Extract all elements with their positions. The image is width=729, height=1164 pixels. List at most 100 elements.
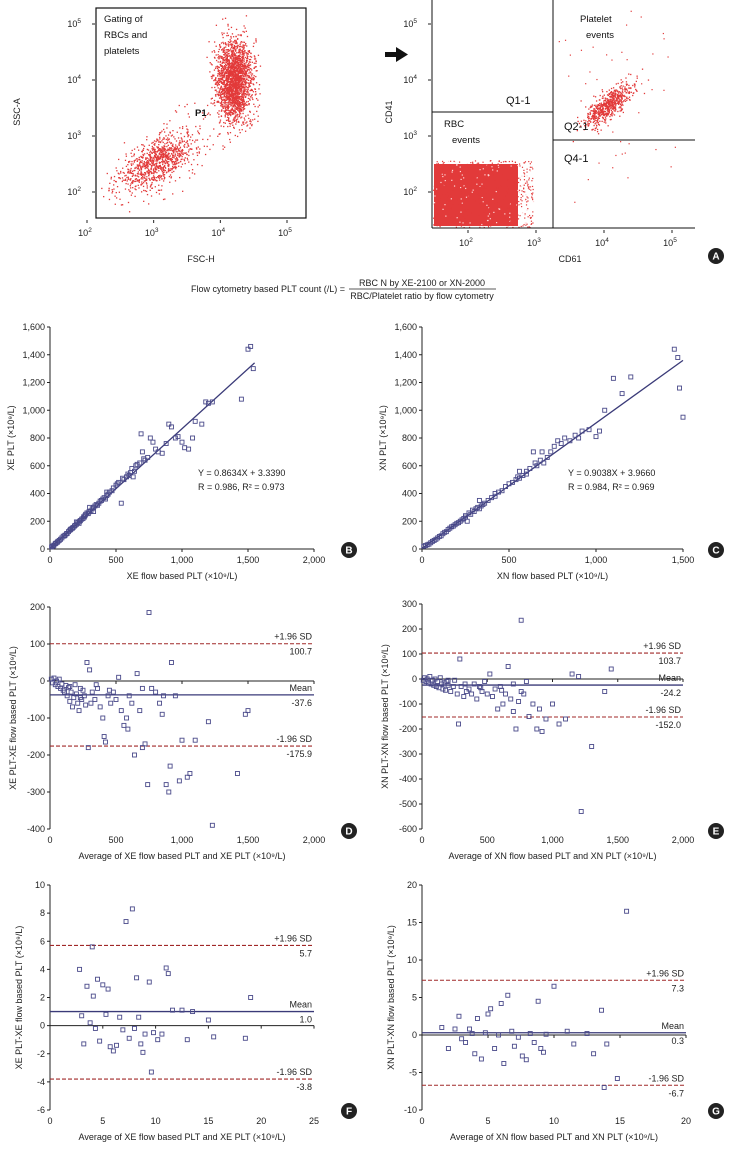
a2-platelet-dot: [614, 110, 616, 112]
a2-rbc-dot: [532, 197, 534, 199]
a1-event-dot: [239, 61, 241, 64]
d-xtick-label: 2,000: [303, 835, 326, 845]
a1-event-dot: [240, 34, 242, 36]
a1-event-dot: [230, 92, 233, 94]
a2-platelet-dot: [595, 106, 598, 108]
a1-event-dot: [235, 97, 237, 99]
a1-event-dot: [218, 94, 220, 97]
a1-event-dot: [243, 81, 246, 83]
a2-rbc-dot: [443, 184, 446, 186]
a2-rbc-dot: [518, 191, 520, 193]
a1-event-dot: [181, 153, 184, 155]
a2-rbc-dot: [519, 185, 521, 187]
a1-event-dot: [149, 178, 151, 180]
d-data-point: [51, 675, 57, 681]
a1-event-dot: [133, 169, 135, 172]
a1-event-dot: [156, 165, 158, 167]
a1-event-dot: [191, 169, 194, 171]
b-data-point: [163, 441, 169, 446]
a2-rbc-dot: [467, 182, 469, 184]
a1-event-dot: [239, 77, 241, 80]
a2-rbc-dot: [474, 182, 476, 184]
a2-rbc-dot: [466, 218, 468, 220]
a1-event-dot: [221, 74, 223, 76]
a2-rbc-dot: [478, 183, 480, 185]
a1-event-dot: [234, 71, 236, 74]
a1-event-dot: [225, 93, 227, 96]
a2-rbc-dot: [440, 177, 442, 179]
a1-event-dot: [225, 76, 227, 79]
a2-platelet-dot: [614, 89, 616, 92]
a1-event-dot: [128, 211, 131, 213]
a2-platelet-dot: [626, 84, 628, 86]
a1-event-dot: [231, 43, 233, 45]
a1-event-dot: [229, 49, 231, 51]
b-data-point: [145, 454, 151, 460]
a2-rbc-dot: [451, 171, 453, 173]
a1-event-dot: [229, 96, 231, 98]
a1-event-dot: [241, 67, 243, 70]
a1-event-dot: [168, 169, 170, 171]
a1-event-dot: [222, 48, 224, 50]
a1-event-dot: [225, 119, 228, 122]
a1-event-dot: [249, 71, 251, 73]
a2-rbc-dot: [528, 188, 530, 190]
a1-event-dot: [225, 54, 227, 56]
a1-event-dot: [225, 58, 227, 60]
a2-rbc-dot: [500, 219, 502, 221]
a1-event-dot: [136, 173, 139, 175]
a2-platelet-dot: [598, 104, 600, 107]
a1-event-dot: [164, 198, 166, 200]
a1-event-dot: [226, 56, 229, 59]
a1-event-dot: [194, 102, 196, 104]
a1-event-dot: [229, 138, 231, 141]
a2-platelet-dot: [620, 106, 622, 109]
a1-event-dot: [175, 140, 178, 142]
a1-event-dot: [234, 48, 236, 50]
a2-rbc-dot: [457, 165, 459, 167]
a1-event-dot: [218, 90, 221, 92]
a1-event-dot: [217, 73, 219, 75]
a1-event-dot: [239, 102, 242, 105]
a1-event-dot: [184, 157, 186, 159]
d-data-point: [56, 676, 62, 682]
a2-platelet-dot: [635, 88, 637, 91]
a2-rbc-dot: [526, 223, 528, 225]
a1-event-dot: [238, 111, 241, 113]
a1-event-dot: [235, 86, 237, 88]
a2-sparse-dot: [662, 32, 664, 35]
a2-rbc-dot: [523, 179, 526, 181]
a1-event-dot: [237, 80, 239, 83]
a1-event-dot: [135, 166, 137, 168]
a1-event-dot: [214, 78, 217, 81]
a1-event-dot: [137, 167, 139, 169]
b-data-point: [130, 474, 136, 480]
a2-platelet-dot: [593, 109, 595, 112]
a2-rbc-dot: [497, 206, 499, 208]
a2-platelet-dot: [626, 99, 628, 101]
a1-event-dot: [157, 146, 160, 148]
a1-event-dot: [180, 166, 182, 168]
a2-rbc-dot: [520, 199, 522, 201]
a1-event-dot: [228, 75, 230, 78]
a1-event-dot: [188, 154, 190, 157]
a1-event-dot: [212, 144, 214, 146]
a1-event-dot: [234, 81, 236, 84]
a1-event-dot: [227, 50, 229, 52]
a1-event-dot: [242, 84, 245, 86]
a2-platelet-dot: [615, 100, 618, 102]
a1-event-dot: [153, 171, 155, 173]
a1-event-dot: [239, 64, 241, 67]
a1-event-dot: [228, 103, 230, 105]
a2-rbc-dot: [506, 192, 508, 194]
a1-event-dot: [190, 143, 192, 145]
a1-event-dot: [231, 94, 233, 97]
a1-event-dot: [231, 113, 233, 115]
a1-event-dot: [243, 100, 245, 102]
a1-event-dot: [140, 156, 143, 158]
a1-event-dot: [127, 178, 129, 181]
a2-rbc-dot: [495, 190, 497, 193]
a2-rbc-dot: [460, 225, 463, 227]
a1-event-dot: [223, 54, 226, 56]
a2-rbc-dot: [449, 217, 451, 219]
